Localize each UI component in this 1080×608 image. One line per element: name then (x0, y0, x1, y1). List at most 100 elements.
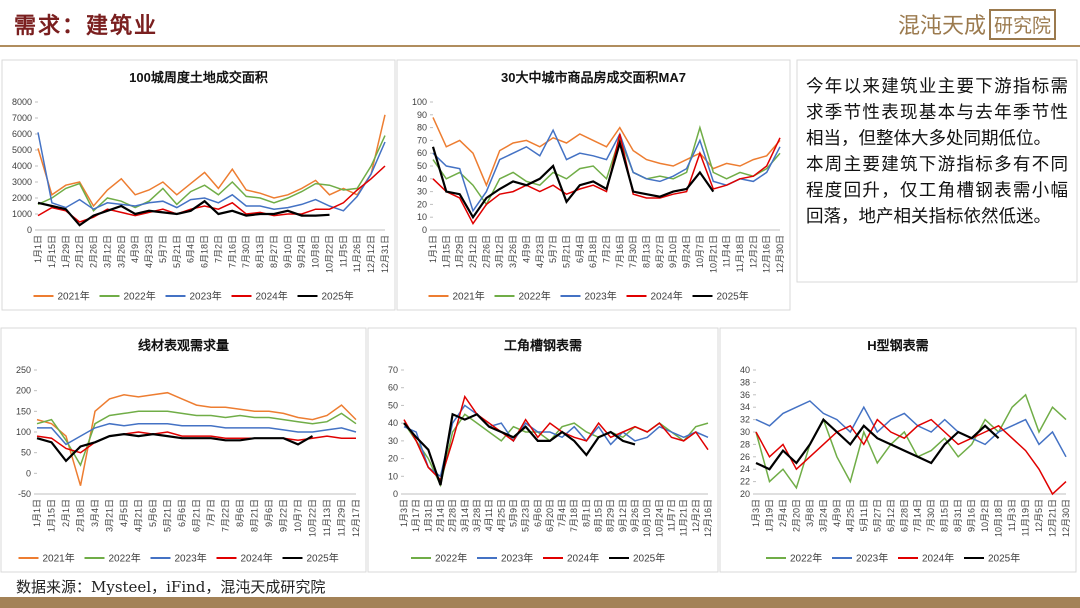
series-line (37, 132, 386, 212)
x-tick-label: 4月9日 (130, 235, 140, 263)
y-tick-label: 6000 (12, 129, 32, 139)
x-tick-label: 2月18日 (76, 499, 86, 532)
x-tick-label: 2月12日 (468, 235, 478, 268)
y-tick-label: 5000 (12, 145, 32, 155)
x-tick-label: 5月6日 (148, 499, 158, 527)
x-tick-label: 11月18日 (735, 235, 745, 272)
x-tick-label: 2月1日 (61, 499, 71, 527)
x-tick-label: 12月21日 (1048, 499, 1058, 537)
x-tick-label: 12月31日 (380, 235, 390, 273)
x-tick-label: 7月16日 (227, 235, 237, 268)
y-tick-label: 0 (422, 225, 427, 235)
x-tick-label: 6月18日 (588, 235, 598, 268)
legend-label: 2023年 (175, 552, 207, 565)
y-tick-label: 1000 (12, 209, 32, 219)
x-tick-label: 5月9日 (508, 499, 518, 527)
x-tick-label: 3月8日 (805, 499, 815, 527)
x-tick-label: 7月30日 (241, 235, 251, 268)
x-tick-label: 2月26日 (481, 235, 491, 268)
y-tick-label: 26 (740, 452, 750, 462)
x-tick-label: 11月3日 (1007, 499, 1017, 531)
x-tick-label: 4月23日 (535, 235, 545, 268)
y-tick-label: 150 (16, 406, 31, 416)
x-tick-label: 3月21日 (105, 499, 115, 532)
series-line (403, 394, 709, 482)
commentary-paragraph: 本周主要建筑下游指标多有不同程度回升，仅工角槽钢表需小幅回落，地产相关指标依然低… (806, 155, 1068, 227)
y-tick-label: 28 (740, 439, 750, 449)
x-tick-label: 11月5日 (338, 235, 348, 267)
x-tick-label: 8月29日 (606, 499, 616, 532)
series-line (36, 432, 314, 463)
x-tick-label: 1月19日 (764, 499, 774, 532)
x-tick-label: 2月4日 (778, 499, 788, 527)
x-tick-label: 7月18日 (569, 499, 579, 532)
x-tick-label: 1月15日 (47, 235, 57, 268)
legend-label: 2023年 (190, 290, 222, 303)
x-tick-label: 9月6日 (264, 499, 274, 527)
x-tick-label: 4月5日 (119, 499, 129, 527)
x-tick-label: 10月24日 (654, 499, 664, 537)
series-line (755, 400, 1067, 458)
x-tick-label: 6月12日 (886, 499, 896, 532)
legend-label: 2022年 (519, 290, 551, 303)
x-tick-label: 8月15日 (594, 499, 604, 532)
source-note: 数据来源：Mysteel，iFind，混沌天成研究院 (16, 578, 326, 596)
x-tick-label: 10月2日 (980, 499, 990, 532)
x-tick-label: 6月28日 (899, 499, 909, 532)
x-tick-label: 11月19日 (1021, 499, 1031, 536)
y-tick-label: 50 (21, 448, 31, 458)
y-tick-label: 30 (740, 427, 750, 437)
series-line (36, 431, 356, 454)
series-line (431, 138, 715, 220)
chart-frame (396, 59, 791, 311)
series-line (432, 128, 781, 213)
x-tick-label: 3月4日 (90, 499, 100, 527)
x-tick-label: 4月9日 (521, 235, 531, 263)
x-tick-label: 5月27日 (872, 499, 882, 532)
y-tick-label: 10 (417, 212, 427, 222)
x-tick-label: 7月30日 (628, 235, 638, 268)
chart-frame (1, 59, 396, 311)
series-line (403, 412, 636, 486)
chart-title: 30大中城市商品房成交面积MA7 (501, 70, 686, 85)
x-tick-label: 4月11日 (484, 499, 494, 531)
series-line (403, 404, 709, 478)
x-tick-label: 12月12日 (366, 235, 376, 273)
x-tick-label: 5月21日 (172, 235, 182, 268)
legend-label: 2025年 (717, 290, 749, 303)
series-line (37, 199, 330, 227)
series-line (755, 418, 1067, 496)
chart-title: H型钢表需 (867, 338, 928, 353)
y-tick-label: 20 (417, 199, 427, 209)
x-tick-label: 6月20日 (545, 499, 555, 532)
y-tick-label: 80 (417, 123, 427, 133)
x-tick-label: 11月29日 (337, 499, 347, 536)
x-tick-label: 12月5日 (1034, 499, 1044, 532)
x-tick-label: 3月12日 (102, 235, 112, 268)
x-tick-label: 7月30日 (926, 499, 936, 532)
x-tick-label: 8月31日 (953, 499, 963, 532)
series-line (37, 114, 386, 208)
x-tick-label: 11月4日 (722, 235, 732, 267)
x-tick-label: 9月22日 (279, 499, 289, 532)
x-tick-label: 9月24日 (682, 235, 692, 268)
x-tick-label: 2月12日 (75, 235, 85, 268)
y-tick-label: 200 (16, 386, 31, 396)
commentary-paragraph: 今年以来建筑业主要下游指标需求季节性表现基本与去年季节性相当，但整体大多处同期低… (806, 77, 1068, 149)
series-line (432, 117, 781, 188)
x-tick-label: 5月21日 (163, 499, 173, 532)
x-tick-label: 1月3日 (399, 499, 409, 527)
x-tick-label: 7月2日 (602, 235, 612, 263)
x-tick-label: 6月6日 (177, 499, 187, 527)
logo: 混沌天成 研究院 (898, 8, 1056, 40)
x-tick-label: 10月7日 (695, 235, 705, 268)
x-tick-label: 5月11日 (859, 499, 869, 531)
x-tick-label: 12月30日 (775, 235, 785, 273)
y-tick-label: 40 (740, 365, 750, 375)
legend-label: 2024年 (567, 552, 599, 565)
x-tick-label: 2月14日 (435, 499, 445, 532)
legend-label: 2022年 (124, 290, 156, 303)
y-tick-label: 0 (27, 225, 32, 235)
